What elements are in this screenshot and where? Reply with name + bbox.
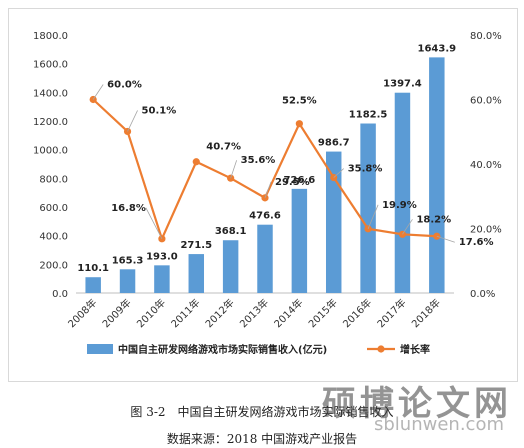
y-right-tick-label: 20.0% (470, 225, 502, 236)
y-left-tick-label: 1200.0 (33, 117, 68, 128)
growth-value-label: 19.9% (382, 200, 417, 211)
growth-value-label: 52.5% (282, 96, 317, 107)
bar-2018年 (429, 57, 445, 294)
x-tick-label: 2008年 (65, 296, 99, 330)
bar-2017年 (394, 92, 411, 294)
growth-value-label: 50.1% (142, 105, 177, 116)
bar-2008年 (85, 277, 101, 293)
leader-line (145, 207, 163, 240)
bar-value-label: 271.5 (180, 240, 212, 251)
bar-2010年 (154, 265, 170, 293)
growth-value-label: 18.2% (416, 214, 451, 225)
leader-line (92, 84, 104, 100)
bar-value-label: 726.6 (284, 175, 316, 186)
bar-value-label: 193.0 (146, 251, 178, 262)
bar-2009年 (119, 269, 136, 293)
y-left-tick-label: 0.0 (52, 289, 68, 300)
bar-value-label: 110.1 (77, 263, 109, 274)
bar-2014年 (291, 188, 308, 293)
growth-value-label: 17.6% (459, 237, 494, 248)
data-source-note: 数据来源：2018 中国游戏产业报告 (166, 432, 358, 446)
bar-value-label: 1643.9 (418, 43, 457, 54)
y-left-tick-label: 600.0 (39, 203, 68, 214)
x-tick-label: 2017年 (374, 296, 408, 330)
leader-line (436, 235, 455, 243)
x-tick-label: 2013年 (237, 296, 271, 330)
y-right-tick-label: 60.0% (470, 96, 502, 107)
bar-value-label: 1182.5 (349, 110, 388, 121)
y-left-tick-label: 1600.0 (33, 60, 68, 71)
y-left-tick-label: 1000.0 (33, 146, 68, 157)
legend-bar-label: 中国自主研发网络游戏市场实际销售收入(亿元) (118, 343, 327, 356)
bar-2013年 (257, 224, 273, 293)
legend-line-marker (377, 345, 385, 353)
y-right-tick-label: 80.0% (470, 31, 502, 42)
y-right-tick-label: 40.0% (470, 160, 502, 171)
y-left-tick-label: 800.0 (39, 174, 68, 185)
legend-bar-swatch (87, 344, 113, 354)
watermark-logo: 硕博论文网 sblunwen.com (322, 376, 518, 444)
growth-point-2012年 (227, 174, 235, 182)
growth-value-label: 29.5% (275, 177, 310, 188)
watermark-cn: 硕博论文网 (322, 384, 512, 424)
bar-value-label: 986.7 (318, 138, 350, 149)
bar-value-label: 165.3 (112, 255, 144, 266)
bar-2012年 (222, 240, 239, 293)
leader-line (333, 168, 344, 178)
bar-value-label: 476.6 (249, 211, 281, 222)
bar-value-label: 368.1 (215, 226, 247, 237)
x-tick-label: 2010年 (134, 296, 168, 330)
bar-value-label: 1397.4 (383, 79, 422, 90)
x-tick-label: 2015年 (306, 296, 340, 330)
growth-value-label: 16.8% (111, 203, 146, 214)
legend: 中国自主研发网络游戏市场实际销售收入(亿元) 增长率 (87, 343, 430, 356)
bar-2016年 (360, 123, 376, 293)
y-left-tick-label: 400.0 (39, 232, 68, 243)
growth-value-label: 40.7% (206, 142, 241, 153)
y-left-tick-label: 200.0 (39, 260, 68, 271)
x-tick-label: 2009年 (99, 296, 133, 330)
x-tick-label: 2016年 (340, 296, 374, 330)
y-left-tick-label: 1400.0 (33, 88, 68, 99)
x-tick-label: 2012年 (202, 296, 236, 330)
growth-value-label: 60.0% (107, 80, 142, 91)
growth-point-2018年 (433, 232, 441, 240)
leader-line (264, 181, 272, 199)
bars-layer (85, 57, 445, 294)
growth-value-label: 35.8% (348, 164, 383, 175)
y-right-tick-label: 0.0% (470, 289, 495, 300)
growth-value-label: 35.6% (241, 155, 276, 166)
growth-point-2011年 (192, 158, 200, 166)
leader-line (402, 219, 413, 235)
x-tick-label: 2014年 (271, 296, 305, 330)
leader-line (230, 160, 238, 179)
legend-line-label: 增长率 (400, 343, 430, 356)
y-left-tick-label: 1800.0 (33, 31, 68, 42)
growth-point-2014年 (295, 120, 303, 128)
x-tick-label: 2018年 (409, 296, 443, 330)
watermark-en: sblunwen.com (374, 414, 504, 435)
bar-2011年 (188, 254, 205, 293)
bar-2015年 (325, 151, 342, 293)
figure-caption: 图 3-2 中国自主研发网络游戏市场实际销售收入 (130, 405, 394, 419)
leader-line (367, 204, 379, 229)
leader-line (127, 110, 138, 132)
x-tick-label: 2011年 (168, 296, 202, 330)
